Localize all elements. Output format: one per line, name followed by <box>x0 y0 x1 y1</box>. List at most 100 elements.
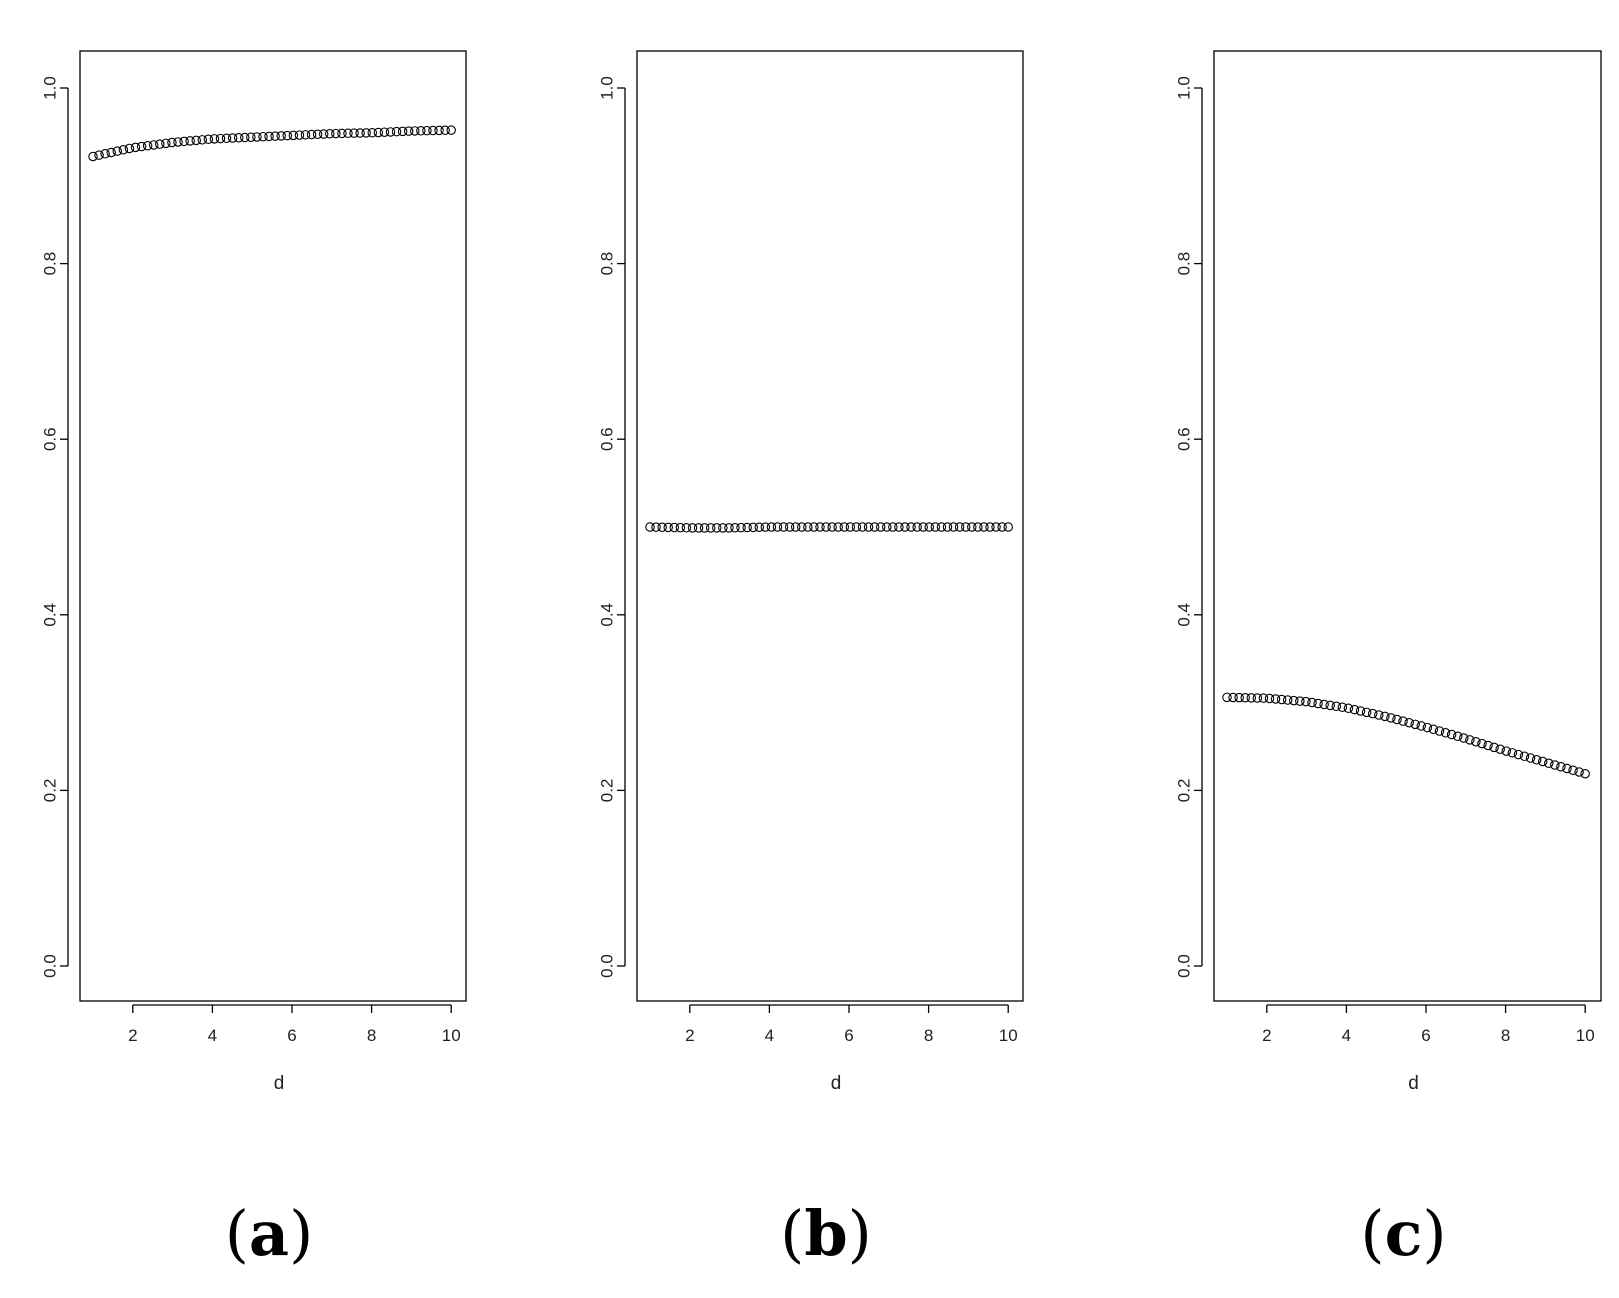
data-point <box>306 129 317 140</box>
data-point <box>1313 698 1323 709</box>
data-point <box>1349 704 1360 715</box>
data-point <box>748 522 758 533</box>
data-point <box>106 147 116 158</box>
y-tick-label: 0.8 <box>598 252 617 276</box>
y-tick-label: 1.0 <box>1175 76 1194 100</box>
data-point <box>924 522 935 532</box>
data-point <box>918 522 928 532</box>
y-tick-label: 1.0 <box>598 76 617 100</box>
data-point <box>869 522 880 532</box>
data-point <box>1525 753 1536 763</box>
data-point <box>355 128 365 138</box>
data-point <box>379 127 390 137</box>
data-point <box>361 128 371 138</box>
x-tick-label: 6 <box>287 1026 296 1045</box>
y-tick-label: 0.8 <box>1175 252 1194 276</box>
data-point <box>1282 695 1293 705</box>
x-tick-label: 10 <box>1576 1026 1595 1045</box>
data-point <box>318 129 329 139</box>
data-point <box>221 133 232 144</box>
data-point <box>1392 714 1402 725</box>
data-point <box>1531 755 1542 765</box>
x-axis-title: d <box>1408 1073 1419 1094</box>
data-point <box>446 125 456 135</box>
data-point <box>197 135 208 145</box>
data-point <box>645 522 655 532</box>
data-point <box>233 133 244 143</box>
data-point <box>979 522 989 532</box>
data-point <box>985 522 995 532</box>
data-point <box>1003 522 1013 532</box>
y-tick-label: 0.6 <box>41 427 60 451</box>
data-point <box>416 126 426 136</box>
data-point <box>936 522 947 532</box>
data-point <box>343 128 353 139</box>
data-point <box>1319 699 1329 710</box>
data-point <box>337 128 347 139</box>
data-point <box>1289 695 1299 706</box>
data-point <box>1428 724 1439 735</box>
plot-frame <box>1213 50 1602 1002</box>
data-point <box>790 522 801 532</box>
data-point <box>1380 711 1390 722</box>
data-point <box>875 522 886 532</box>
panel-label: (b) <box>780 1197 872 1270</box>
data-point <box>815 522 825 532</box>
data-point <box>930 522 941 532</box>
data-point <box>136 141 147 152</box>
data-point <box>809 522 819 532</box>
data-point <box>100 149 110 159</box>
y-tick-label: 0.0 <box>41 954 60 978</box>
data-point <box>1367 708 1378 719</box>
data-point <box>1471 736 1481 747</box>
y-tick-label: 0.2 <box>598 779 617 803</box>
data-point <box>397 126 408 137</box>
x-tick-label: 8 <box>924 1026 933 1045</box>
data-point <box>440 125 450 136</box>
data-point <box>1222 692 1232 703</box>
data-point <box>797 522 807 532</box>
data-point <box>209 134 220 144</box>
panel-a: 0.0 0.2 0.4 0.6 0.8 1.0 2 4 6 8 10 d (a) <box>41 50 467 1270</box>
data-point <box>288 130 299 141</box>
y-tick-label: 0.4 <box>1175 603 1194 627</box>
data-point <box>434 125 444 136</box>
data-point <box>1386 713 1396 723</box>
data-point <box>124 143 135 154</box>
x-tick-label: 6 <box>844 1026 853 1045</box>
data-point <box>1495 744 1505 754</box>
data-point <box>1501 746 1512 756</box>
data-point <box>1325 700 1335 711</box>
panel-b: 0.0 0.2 0.4 0.6 0.8 1.0 2 4 6 8 10 d (b) <box>598 50 1024 1270</box>
data-point <box>191 135 201 146</box>
data-point <box>1258 693 1269 703</box>
data-point <box>833 522 843 532</box>
data-point <box>1513 749 1524 760</box>
data-point <box>349 128 359 138</box>
x-tick-label: 8 <box>367 1026 376 1045</box>
data-point <box>912 522 922 532</box>
data-point <box>821 522 831 532</box>
data-point <box>724 523 734 533</box>
data-point <box>997 522 1007 532</box>
data-point <box>1556 761 1566 772</box>
data-point <box>803 522 813 532</box>
data-point <box>300 130 311 140</box>
y-tick-label: 0.2 <box>1175 779 1194 803</box>
data-point <box>276 131 286 141</box>
y-tick-label: 0.8 <box>41 252 60 276</box>
data-point <box>1337 702 1348 712</box>
data-point <box>428 125 438 136</box>
data-point <box>1465 735 1475 745</box>
data-point <box>973 522 983 532</box>
data-point <box>663 522 673 533</box>
data-point <box>258 131 268 142</box>
data-point <box>203 134 214 145</box>
y-tick-label: 0.4 <box>598 603 617 627</box>
data-point <box>991 522 1001 532</box>
data-point <box>687 523 698 533</box>
data-point <box>1246 693 1257 703</box>
data-point <box>294 130 305 140</box>
data-point <box>784 522 795 532</box>
data-point <box>142 140 153 151</box>
